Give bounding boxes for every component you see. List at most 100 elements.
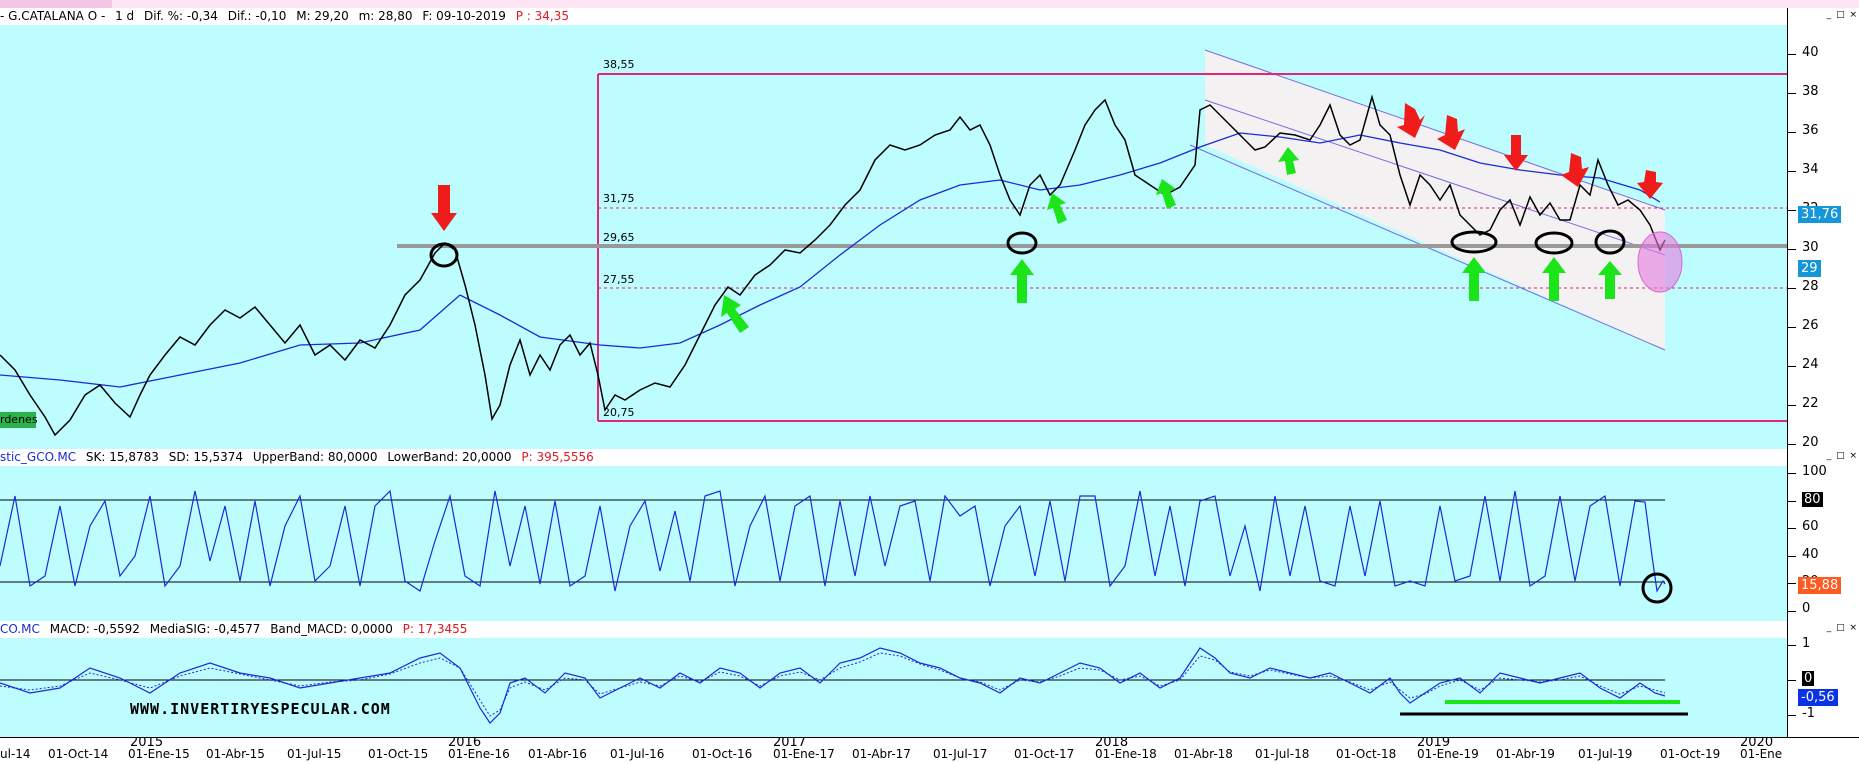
macd-band: Band_MACD: 0,0000 [270,622,393,636]
stoch-axis: _ □ × 100 80 60 40 20 0 15,88 [1787,449,1859,621]
date-label: 01-Ene-15 [128,747,190,761]
highlight-ellipse [1637,231,1683,293]
level-label-2075: 20,75 [603,406,635,419]
date-label: 01-Oct-14 [48,747,109,761]
green-arrow-8 [1278,147,1299,175]
date-label: 01-Oct-19 [1660,747,1721,761]
stoch-line [0,489,1666,593]
date-label: 01-Abr-17 [852,747,911,761]
ordenes-label[interactable]: rdenes [0,412,38,428]
green-arrow-3 [1542,257,1566,301]
price-chart: 38,55 31,75 29,65 27,55 20,75 [0,49,1787,437]
price-tick: 24 [1802,357,1819,372]
price-tick: 38 [1802,84,1819,99]
year-label: 2020 [1740,737,1774,750]
price-tick: 34 [1802,162,1819,177]
price-axis: _ □ × 40 38 36 34 32 30 28 26 24 22 20 3… [1787,8,1859,449]
red-arrows [431,103,1663,231]
red-arrow-1 [431,185,457,231]
site-watermark: WWW.INVERTIRYESPECULAR.COM [130,700,391,718]
date-label: F: 09-10-2019 [422,9,506,23]
red-arrow-6 [1637,170,1663,199]
year-label: 2017 [773,737,807,750]
stoch-sk: SK: 15,8783 [85,450,159,464]
level-label-3855: 38,55 [603,58,635,71]
date-label: 01-Ene-18 [1095,747,1157,761]
price-line [0,94,1666,437]
red-arrow-5 [1561,153,1589,187]
moving-average-line [0,132,1661,388]
stoch-tick: 60 [1802,519,1819,534]
date-label: 01-Abr-19 [1496,747,1555,761]
stoch-window-buttons[interactable]: _ □ × [1826,451,1858,461]
stoch-name: stic_GCO.MC [0,450,77,464]
price-tick: 26 [1802,318,1819,333]
price-tick: 30 [1802,240,1819,255]
year-label: 2016 [448,737,482,750]
date-label: 01-Oct-17 [1014,747,1075,761]
macd-value: MACD: -0,5592 [49,622,140,636]
date-axis: 2015 2016 2017 2018 2019 2020 ul-14 01-O… [0,737,1859,764]
date-label: 01-Jul-18 [1255,747,1310,761]
channel-fill [1205,50,1665,350]
price-window-buttons[interactable]: _ □ × [1826,10,1858,20]
green-arrow-1 [1010,259,1034,303]
date-label: 01-Jul-19 [1578,747,1633,761]
year-label: 2015 [130,737,164,750]
macd-window-buttons[interactable]: _ □ × [1826,623,1858,633]
macd-chart [0,647,1688,724]
date-label: 01-Oct-18 [1336,747,1397,761]
date-label: 01-Abr-16 [528,747,587,761]
green-arrow-7 [1156,179,1176,209]
channel-mid-line [1204,99,1666,256]
price-tick: 40 [1802,45,1819,60]
stoch-lower: LowerBand: 20,0000 [387,450,512,464]
stoch-tick-80: 80 [1802,492,1823,507]
macd-pane[interactable]: WWW.INVERTIRYESPECULAR.COM [0,638,1787,737]
date-label: 01-Jul-17 [933,747,988,761]
date-label: 01-Jul-16 [610,747,665,761]
circle-mark-2 [1006,231,1038,255]
date-label: 01-Oct-16 [692,747,753,761]
date-label: 01-Abr-18 [1174,747,1233,761]
stoch-sd: SD: 15,5374 [168,450,244,464]
price-tick: 20 [1802,435,1819,449]
level-label-2755: 27,55 [603,273,635,286]
dif-label: Dif.: -0,10 [227,9,287,23]
stoch-p: P: 395,5556 [521,450,594,464]
top-strip [0,0,1859,8]
level-label-2965: 29,65 [603,231,635,244]
circle-mark-1 [429,242,459,268]
circle-mark-5 [1594,229,1626,255]
stoch-header: stic_GCO.MC SK: 15,8783 SD: 15,5374 Uppe… [0,449,1787,466]
symbol-label: - G.CATALANA O - [0,9,106,23]
date-label: 01-Ene-16 [448,747,510,761]
stoch-value-tag: 15,88 [1798,577,1842,594]
macd-name: CO.MC [0,622,40,636]
macd-tick: -1 [1802,706,1815,721]
stoch-upper: UpperBand: 80,0000 [252,450,378,464]
date-label: 01-Abr-15 [206,747,265,761]
stoch-circle-mark [1641,572,1673,604]
price-tick: 22 [1802,396,1819,411]
green-arrows [721,147,1622,333]
macd-line [0,647,1666,724]
price-pane[interactable]: 38,55 31,75 29,65 27,55 20,75 [0,25,1787,449]
stoch-tick: 100 [1802,464,1827,479]
date-label: 01-Ene-19 [1417,747,1479,761]
min-label: m: 28,80 [358,9,413,23]
price-tick: 28 [1802,279,1819,294]
macd-tick: 1 [1802,636,1811,651]
period-label: 1 d [115,9,135,23]
green-arrow-5 [721,295,749,333]
macd-sig: MediaSIG: -0,4577 [149,622,261,636]
red-arrow-4 [1504,135,1528,171]
window-tab[interactable] [0,0,112,8]
date-label: 01-Ene [1740,747,1783,761]
stoch-pane[interactable] [0,466,1787,621]
macd-p: P: 17,3455 [402,622,468,636]
date-label: 01-Jul-15 [287,747,342,761]
macd-axis: _ □ × 1 0 -1 -0,56 [1787,621,1859,737]
red-arrow-3 [1437,115,1465,150]
price-tick: 36 [1802,123,1819,138]
